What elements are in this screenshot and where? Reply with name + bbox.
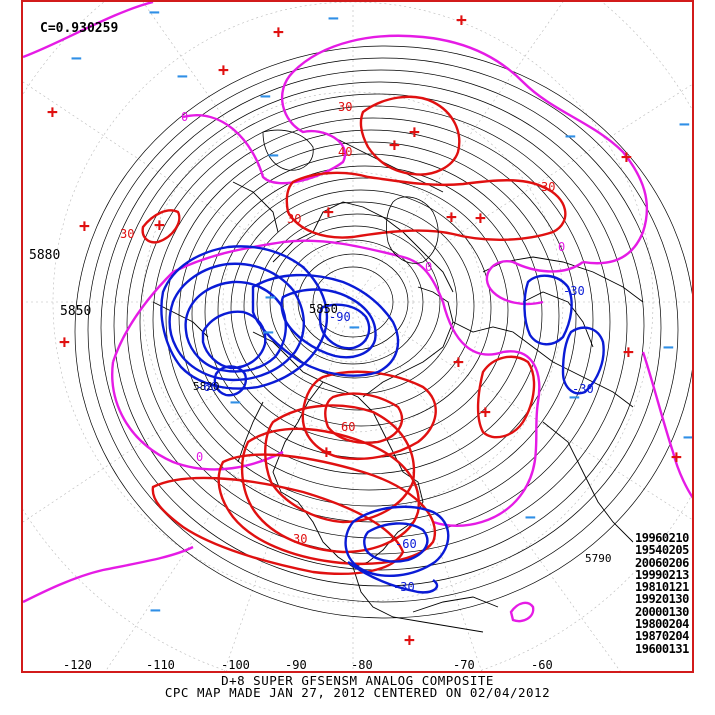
high-pressure-marker: + bbox=[621, 147, 632, 168]
footer-line-2: CPC MAP MADE JAN 27, 2012 CENTERED ON 02… bbox=[164, 685, 551, 700]
high-pressure-marker: + bbox=[453, 352, 464, 373]
longitude-label: -70 bbox=[453, 658, 475, 672]
analog-date: 19990213 bbox=[635, 567, 689, 582]
contour-label-red: 30 bbox=[287, 212, 302, 226]
longitude-label: -60 bbox=[531, 658, 553, 672]
low-pressure-marker: − bbox=[260, 86, 271, 107]
positive-anomaly-contours bbox=[141, 95, 567, 575]
low-pressure-marker: − bbox=[349, 317, 360, 338]
high-pressure-marker: + bbox=[59, 332, 70, 353]
analog-date: 19810121 bbox=[635, 580, 689, 595]
contour-label-red: 40 bbox=[338, 145, 353, 159]
zero-anomaly-contours bbox=[23, 2, 692, 623]
analog-dates-list: 19960210 19540205 20060206 19990213 1981… bbox=[635, 532, 689, 655]
high-pressure-marker: + bbox=[389, 135, 400, 156]
high-pressure-marker: + bbox=[404, 630, 415, 651]
longitude-label: -120 bbox=[63, 658, 92, 672]
contour-label-black: 5880 bbox=[29, 248, 61, 263]
low-pressure-marker: − bbox=[71, 48, 82, 69]
contour-label-red: 30 bbox=[120, 227, 135, 241]
landmass-outlines bbox=[262, 129, 439, 264]
high-pressure-marker: + bbox=[409, 122, 420, 143]
low-pressure-marker: − bbox=[328, 8, 339, 29]
high-pressure-marker: + bbox=[218, 60, 229, 81]
low-pressure-marker: − bbox=[263, 322, 274, 343]
contour-label-blue: -60 bbox=[395, 537, 417, 551]
high-pressure-marker: + bbox=[79, 216, 90, 237]
contour-label-magenta: 0 bbox=[181, 110, 189, 124]
longitude-label: -110 bbox=[146, 658, 175, 672]
contour-label-red: 30 bbox=[338, 100, 353, 114]
coastlines bbox=[152, 131, 644, 633]
high-pressure-marker: + bbox=[273, 22, 284, 43]
low-pressure-marker: − bbox=[569, 387, 580, 408]
low-pressure-marker: − bbox=[265, 287, 276, 308]
longitude-label: -90 bbox=[285, 658, 307, 672]
contour-label-blue: -90 bbox=[329, 310, 351, 324]
contour-label-blue: -30 bbox=[572, 382, 594, 396]
high-pressure-marker: + bbox=[154, 215, 165, 236]
low-pressure-marker: − bbox=[565, 126, 576, 147]
contour-label-magenta: 0 bbox=[196, 450, 204, 464]
analog-date: 20000130 bbox=[635, 604, 689, 619]
low-pressure-marker: − bbox=[230, 392, 241, 413]
contour-label-blue: -60 bbox=[196, 380, 218, 394]
polar-map bbox=[23, 2, 692, 671]
high-pressure-marker: + bbox=[323, 202, 334, 223]
footer-line-1: D+8 SUPER GFSENSM ANALOG COMPOSITE bbox=[221, 673, 494, 688]
analog-date: 19800204 bbox=[635, 617, 689, 632]
analog-date: 19920130 bbox=[635, 592, 689, 607]
contour-label-blue: -30 bbox=[393, 580, 415, 594]
contour-label-black: 5850 bbox=[309, 302, 338, 316]
map-footer: D+8 SUPER GFSENSM ANALOG COMPOSITE CPC M… bbox=[0, 673, 715, 700]
negative-anomaly-contours bbox=[160, 245, 605, 594]
contour-label-black: 5820 bbox=[193, 380, 220, 393]
height-contours bbox=[74, 45, 692, 619]
longitude-label: -80 bbox=[351, 658, 373, 672]
high-pressure-marker: + bbox=[475, 208, 486, 229]
high-pressure-marker: + bbox=[47, 102, 58, 123]
analog-date: 19540205 bbox=[635, 543, 689, 558]
low-pressure-marker: − bbox=[177, 66, 188, 87]
low-pressure-marker: − bbox=[268, 145, 279, 166]
contour-label-blue: -30 bbox=[563, 284, 585, 298]
contour-label-black: 5790 bbox=[585, 552, 612, 565]
high-pressure-marker: + bbox=[480, 402, 491, 423]
contour-label-red: 30 bbox=[541, 180, 556, 194]
analog-date: 19960210 bbox=[635, 531, 689, 545]
high-pressure-marker: + bbox=[456, 10, 467, 31]
low-pressure-marker: − bbox=[663, 337, 674, 358]
correlation-label: C=0.930259 bbox=[40, 21, 119, 36]
low-pressure-marker: − bbox=[679, 114, 690, 135]
low-pressure-marker: − bbox=[525, 507, 536, 528]
low-pressure-marker: − bbox=[150, 600, 161, 621]
longitude-labels: -120 -110 -100 -90 -80 -70 -60 bbox=[23, 658, 692, 672]
analog-date: 19870204 bbox=[635, 629, 689, 644]
contour-label-magenta: 0 bbox=[425, 260, 433, 274]
low-pressure-marker: − bbox=[683, 427, 694, 448]
longitude-label: -100 bbox=[221, 658, 250, 672]
contour-label-magenta: 0 bbox=[558, 240, 566, 254]
low-pressure-marker: − bbox=[149, 2, 160, 23]
high-pressure-marker: + bbox=[321, 442, 332, 463]
map-frame: 5880 5850 5850 5820 5790 30 40 30 30 60 … bbox=[21, 0, 694, 673]
analog-date: 20060206 bbox=[635, 555, 689, 570]
contour-label-red: 30 bbox=[293, 532, 308, 546]
high-pressure-marker: + bbox=[446, 207, 457, 228]
contour-label-red: 60 bbox=[341, 420, 356, 434]
analog-date: 19600131 bbox=[635, 641, 689, 656]
contour-label-black: 5850 bbox=[60, 304, 92, 319]
high-pressure-marker: + bbox=[671, 447, 682, 468]
high-pressure-marker: + bbox=[623, 342, 634, 363]
